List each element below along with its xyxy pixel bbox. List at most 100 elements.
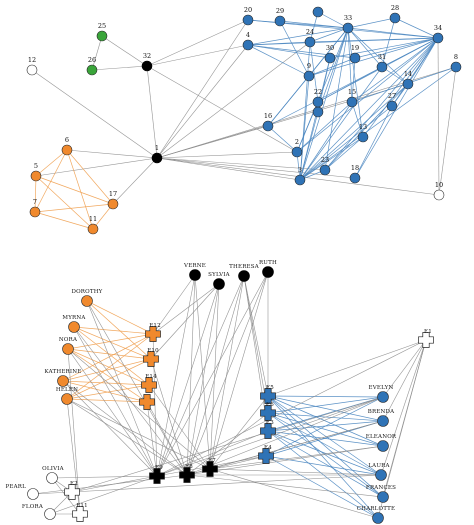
top-edge bbox=[156, 41, 311, 159]
bottom-edge bbox=[186, 275, 245, 476]
top-edge bbox=[92, 203, 114, 230]
bottom-node-label: E4 bbox=[264, 445, 272, 451]
bottom-edge bbox=[267, 412, 384, 498]
bottom-edge bbox=[62, 380, 188, 476]
bottom-node-e14: E14 bbox=[141, 374, 157, 393]
bottom-node-label: E5 bbox=[266, 385, 274, 391]
top-node-label: 13 bbox=[359, 123, 367, 131]
top-node-8: 8 bbox=[450, 53, 462, 73]
top-edge bbox=[347, 27, 364, 138]
bottom-edge bbox=[186, 274, 196, 476]
top-network-graph: 1234567891011121314151617181920212223242… bbox=[26, 4, 462, 235]
bottom-edge bbox=[265, 455, 379, 519]
top-edge bbox=[31, 69, 158, 159]
bottom-edge bbox=[146, 401, 188, 476]
top-node-26: 26 bbox=[86, 56, 98, 76]
bottom-edge bbox=[146, 401, 158, 477]
top-node-label: 26 bbox=[88, 56, 96, 64]
bottom-node-label: RUTH bbox=[259, 260, 277, 266]
bottom-edge bbox=[156, 339, 427, 477]
bottom-edge bbox=[71, 396, 384, 493]
bottom-node-verne: VERNE bbox=[183, 263, 206, 281]
top-edge bbox=[247, 27, 349, 46]
top-node-label: 11 bbox=[89, 215, 97, 223]
bottom-edge bbox=[67, 348, 81, 515]
bottom-edge bbox=[148, 384, 211, 470]
top-edge bbox=[308, 37, 439, 77]
bottom-node-label: EVELYN bbox=[369, 385, 394, 391]
bottom-edge bbox=[267, 395, 379, 519]
top-edge bbox=[35, 149, 68, 177]
top-edge bbox=[156, 19, 249, 159]
bottom-node-brenda: BRENDA bbox=[368, 409, 395, 427]
bottom-edge bbox=[209, 275, 245, 470]
top-node-23: 23 bbox=[319, 156, 331, 176]
top-node-label: 34 bbox=[434, 24, 442, 32]
top-edge bbox=[381, 17, 396, 68]
bottom-node-ruth: RUTH bbox=[259, 260, 277, 278]
top-node-label: 1 bbox=[155, 144, 159, 152]
top-node-32: 32 bbox=[141, 52, 153, 72]
top-edge bbox=[317, 66, 383, 103]
top-node-label: 5 bbox=[34, 162, 38, 170]
bottom-edge bbox=[267, 430, 384, 447]
bottom-edge bbox=[267, 412, 382, 476]
top-edge bbox=[347, 27, 383, 68]
top-edge bbox=[34, 203, 114, 213]
bottom-edge bbox=[67, 348, 152, 360]
bottom-edge bbox=[73, 326, 188, 476]
bottom-node-label: BRENDA bbox=[368, 409, 395, 415]
top-edge bbox=[299, 136, 364, 181]
bottom-edge bbox=[382, 339, 427, 498]
bottom-node-label: FRANCES bbox=[366, 485, 396, 491]
bottom-node-theresa: THERESA bbox=[229, 264, 260, 282]
bottom-edge bbox=[62, 380, 158, 477]
bottom-node-evelyn: EVELYN bbox=[369, 385, 394, 403]
top-edge bbox=[66, 149, 94, 230]
bottom-edge bbox=[67, 348, 158, 477]
top-edge bbox=[299, 83, 409, 181]
bottom-node-e3: E3 bbox=[260, 420, 276, 439]
top-edge bbox=[351, 57, 356, 103]
bottom-node-e10: E10 bbox=[143, 348, 159, 367]
top-node-34: 34 bbox=[432, 24, 444, 44]
bottom-node-e1: E1 bbox=[418, 329, 434, 348]
top-node-label: 19 bbox=[351, 44, 359, 52]
top-edge bbox=[34, 211, 94, 230]
top-edge bbox=[299, 27, 349, 181]
top-node-16: 16 bbox=[262, 112, 274, 132]
bottom-node-label: ELEANOR bbox=[366, 434, 397, 440]
bottom-node-label: HELEN bbox=[56, 387, 78, 393]
bottom-edge bbox=[73, 326, 152, 360]
top-edge bbox=[296, 37, 439, 153]
bottom-node-label: E3 bbox=[266, 420, 274, 426]
top-edge bbox=[299, 111, 319, 181]
bottom-node-label: E11 bbox=[76, 503, 88, 509]
bottom-node-eleanor: ELEANOR bbox=[366, 434, 397, 452]
top-node-33: 33 bbox=[342, 14, 354, 34]
top-edge bbox=[317, 27, 349, 113]
top-node-label: 28 bbox=[391, 4, 399, 12]
bottom-edge bbox=[186, 420, 384, 476]
bottom-edge bbox=[67, 348, 148, 403]
top-node-11: 11 bbox=[87, 215, 99, 235]
top-node-15: 15 bbox=[346, 88, 358, 108]
bottom-edge bbox=[186, 412, 269, 476]
top-node-27: 27 bbox=[386, 92, 398, 112]
top-edge bbox=[299, 57, 331, 181]
bottom-node-label: SYLVIA bbox=[208, 272, 231, 278]
bottom-node-flora: FLORA bbox=[22, 504, 56, 520]
top-node-label: 17 bbox=[109, 190, 117, 198]
top-node-7: 7 bbox=[29, 198, 41, 218]
bottom-node-label: E9 bbox=[155, 465, 163, 471]
top-node-4: 4 bbox=[242, 31, 254, 51]
top-edge bbox=[308, 57, 356, 77]
top-node-25: 25 bbox=[96, 22, 108, 42]
top-node-label: 10 bbox=[435, 181, 443, 189]
bottom-edge bbox=[267, 395, 384, 447]
top-edge bbox=[351, 37, 439, 103]
top-node-label: 9 bbox=[307, 62, 311, 70]
top-edge bbox=[299, 66, 457, 181]
top-edge bbox=[347, 27, 439, 39]
